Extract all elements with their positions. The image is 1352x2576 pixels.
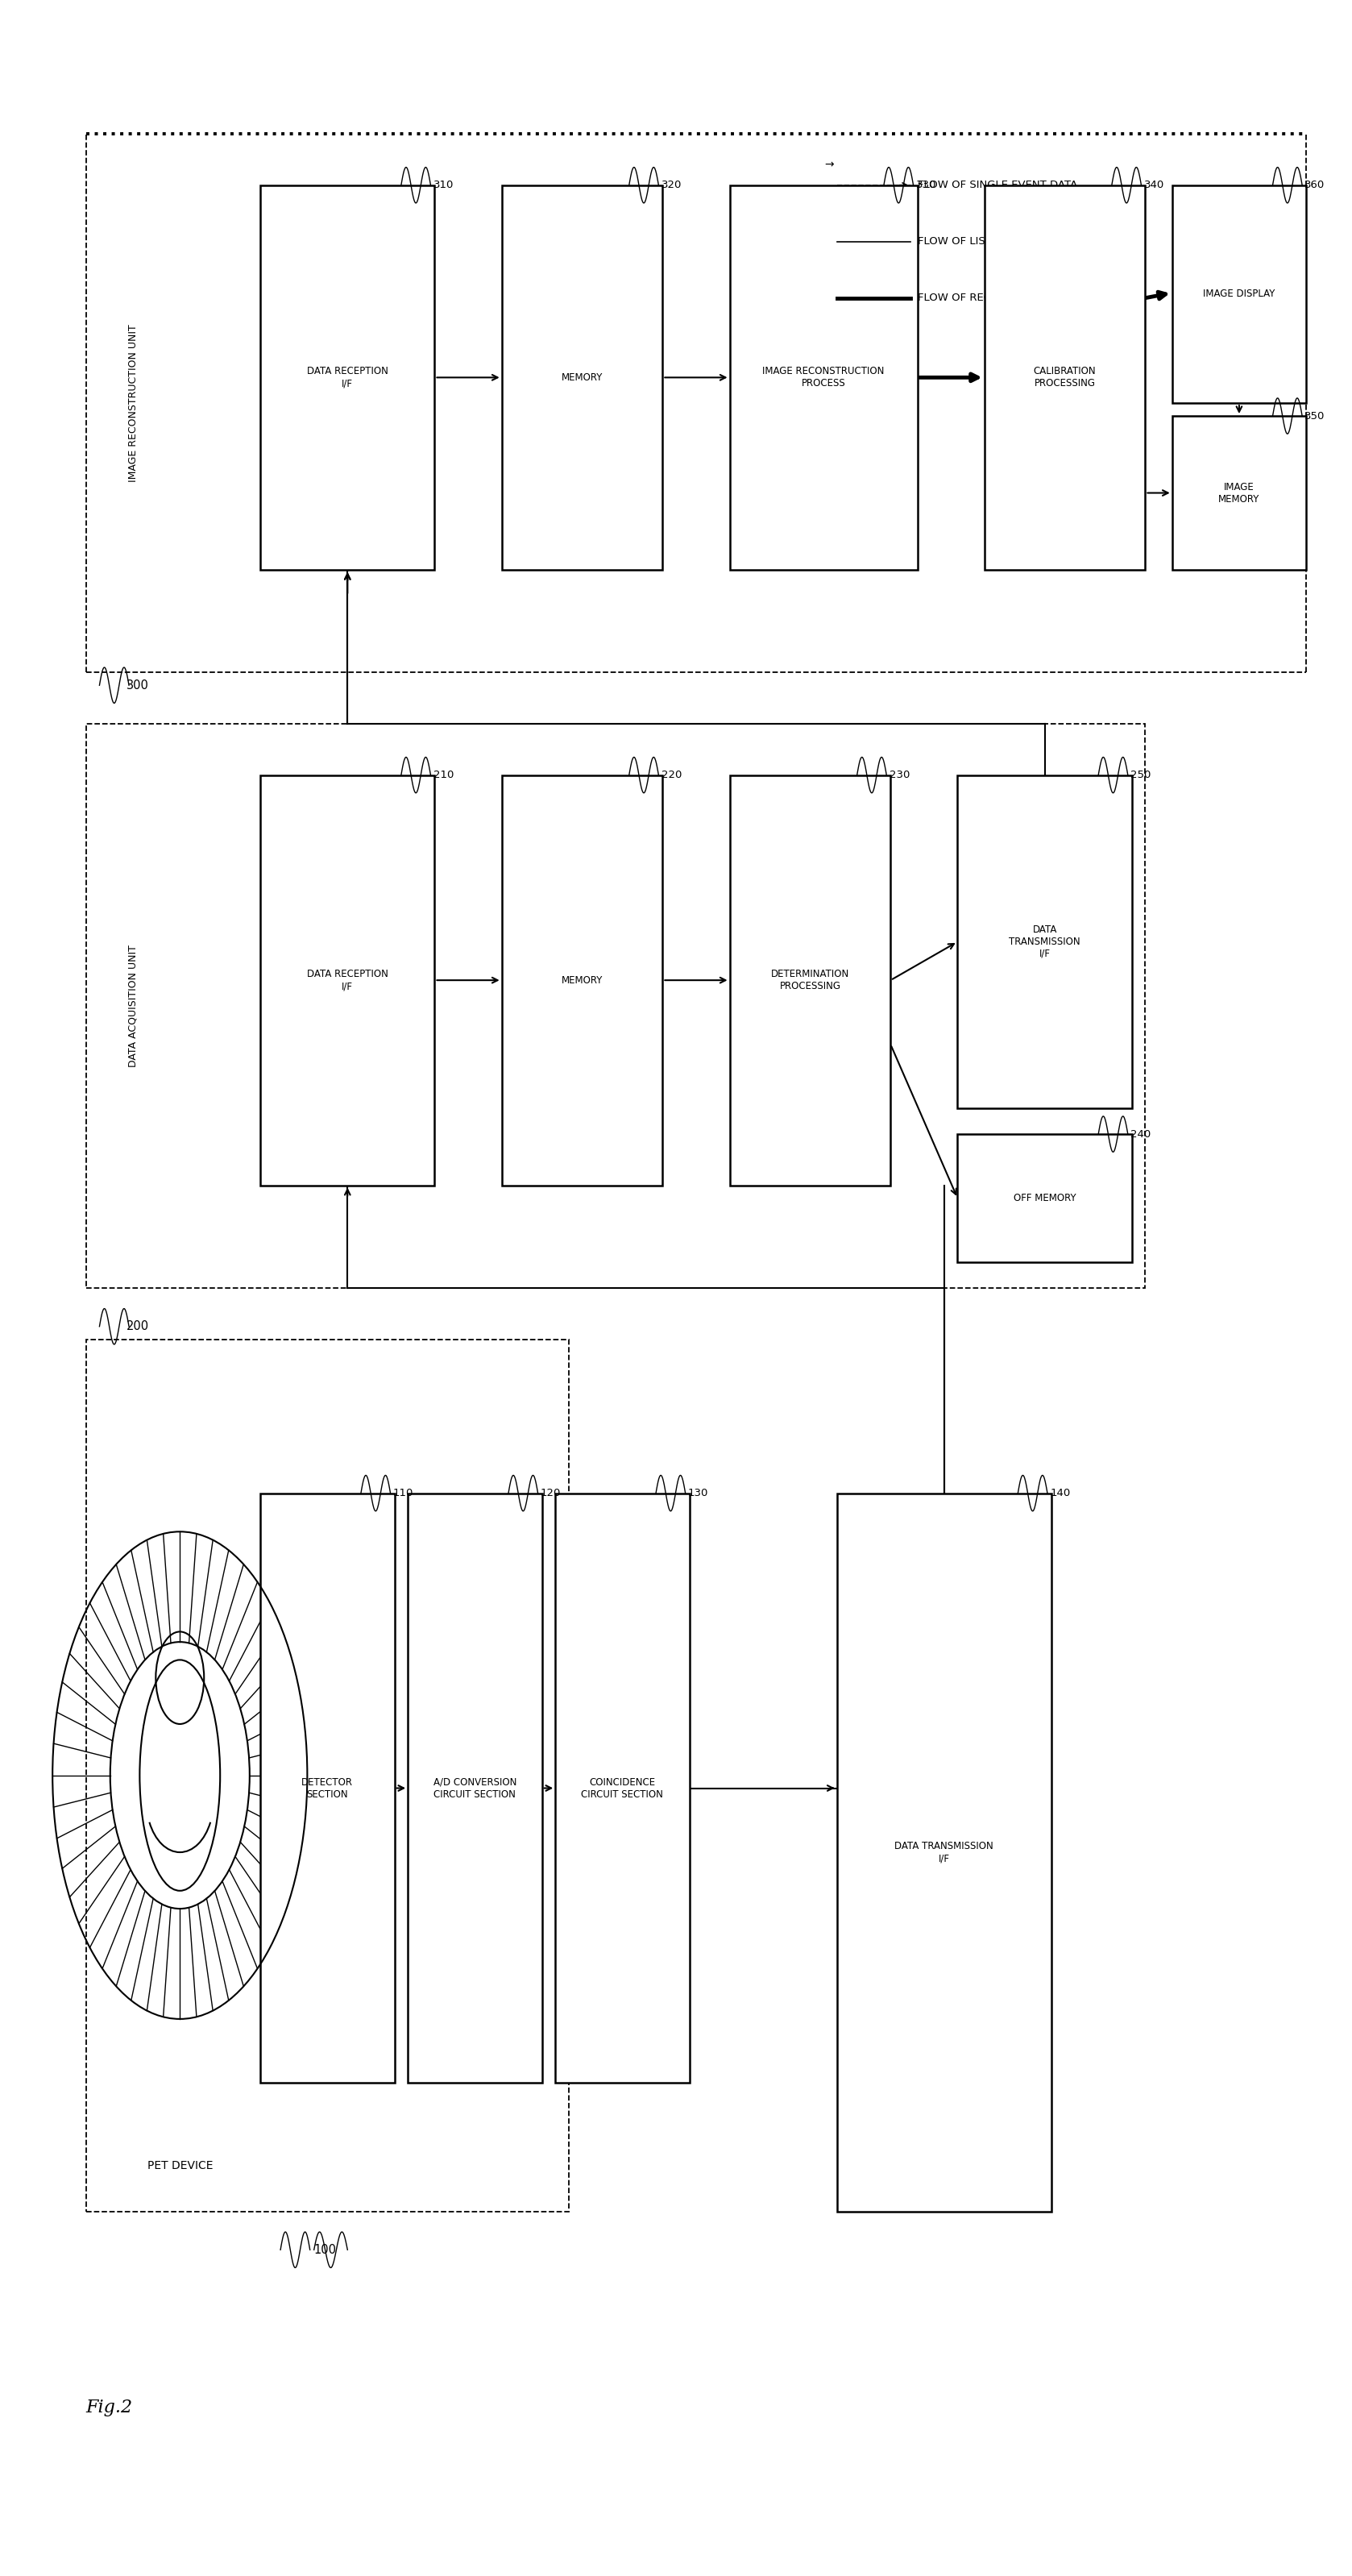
Bar xyxy=(261,1494,395,2084)
Bar xyxy=(261,185,434,569)
Text: OFF MEMORY: OFF MEMORY xyxy=(1014,1193,1076,1203)
Text: 200: 200 xyxy=(126,1321,149,1332)
Text: 140: 140 xyxy=(1051,1489,1071,1499)
Bar xyxy=(1172,185,1306,402)
Text: IMAGE RECONSTRUCTION UNIT: IMAGE RECONSTRUCTION UNIT xyxy=(127,325,138,482)
Text: 350: 350 xyxy=(1305,410,1325,422)
Bar xyxy=(957,775,1132,1108)
Text: CALIBRATION
PROCESSING: CALIBRATION PROCESSING xyxy=(1033,366,1096,389)
Text: 210: 210 xyxy=(433,770,454,781)
Text: 100: 100 xyxy=(314,2244,337,2257)
Text: IMAGE DISPLAY: IMAGE DISPLAY xyxy=(1203,289,1275,299)
Bar xyxy=(730,775,891,1185)
Bar xyxy=(87,1340,569,2210)
Text: DATA ACQUISITION UNIT: DATA ACQUISITION UNIT xyxy=(127,945,138,1066)
Text: 110: 110 xyxy=(393,1489,414,1499)
Bar xyxy=(261,775,434,1185)
Text: →: → xyxy=(825,160,834,170)
Bar xyxy=(984,185,1145,569)
Text: PET DEVICE: PET DEVICE xyxy=(147,2161,212,2172)
Text: FLOW OF LIST MODE DATA: FLOW OF LIST MODE DATA xyxy=(918,237,1059,247)
Bar xyxy=(957,1133,1132,1262)
Text: 320: 320 xyxy=(661,180,681,191)
Bar xyxy=(556,1494,690,2084)
Text: DETECTOR
SECTION: DETECTOR SECTION xyxy=(301,1777,353,1801)
Text: FLOW OF SINGLE EVENT DATA: FLOW OF SINGLE EVENT DATA xyxy=(918,180,1078,191)
Text: 250: 250 xyxy=(1130,770,1151,781)
Text: 300: 300 xyxy=(126,680,149,690)
Text: MEMORY: MEMORY xyxy=(561,374,603,384)
Text: →: → xyxy=(825,216,834,227)
Text: A/D CONVERSION
CIRCUIT SECTION: A/D CONVERSION CIRCUIT SECTION xyxy=(433,1777,516,1801)
Bar xyxy=(87,724,1145,1288)
Text: DATA
TRANSMISSION
I/F: DATA TRANSMISSION I/F xyxy=(1009,925,1080,958)
Text: Fig.2: Fig.2 xyxy=(87,2398,132,2416)
Text: MEMORY: MEMORY xyxy=(561,974,603,987)
Text: 330: 330 xyxy=(917,180,937,191)
Text: COINCIDENCE
CIRCUIT SECTION: COINCIDENCE CIRCUIT SECTION xyxy=(581,1777,664,1801)
Bar xyxy=(837,1494,1052,2210)
Bar xyxy=(730,185,918,569)
Text: 340: 340 xyxy=(1144,180,1164,191)
Text: IMAGE
MEMORY: IMAGE MEMORY xyxy=(1218,482,1260,505)
Text: 310: 310 xyxy=(433,180,454,191)
Bar xyxy=(502,775,662,1185)
Text: DATA TRANSMISSION
I/F: DATA TRANSMISSION I/F xyxy=(895,1842,994,1862)
Bar xyxy=(502,185,662,569)
Text: DATA RECEPTION
I/F: DATA RECEPTION I/F xyxy=(307,366,388,389)
Bar xyxy=(1172,415,1306,569)
Text: 230: 230 xyxy=(890,770,910,781)
Text: 120: 120 xyxy=(541,1489,561,1499)
Text: →: → xyxy=(823,270,834,286)
Text: IMAGE RECONSTRUCTION
PROCESS: IMAGE RECONSTRUCTION PROCESS xyxy=(763,366,884,389)
Text: 220: 220 xyxy=(661,770,681,781)
Text: 360: 360 xyxy=(1305,180,1325,191)
Text: DETERMINATION
PROCESSING: DETERMINATION PROCESSING xyxy=(771,969,849,992)
Text: DATA RECEPTION
I/F: DATA RECEPTION I/F xyxy=(307,969,388,992)
Text: 130: 130 xyxy=(688,1489,708,1499)
Text: 240: 240 xyxy=(1130,1128,1151,1139)
Text: FLOW OF RECONSTRUCTED IMAGE: FLOW OF RECONSTRUCTED IMAGE xyxy=(918,294,1102,304)
Bar xyxy=(408,1494,542,2084)
